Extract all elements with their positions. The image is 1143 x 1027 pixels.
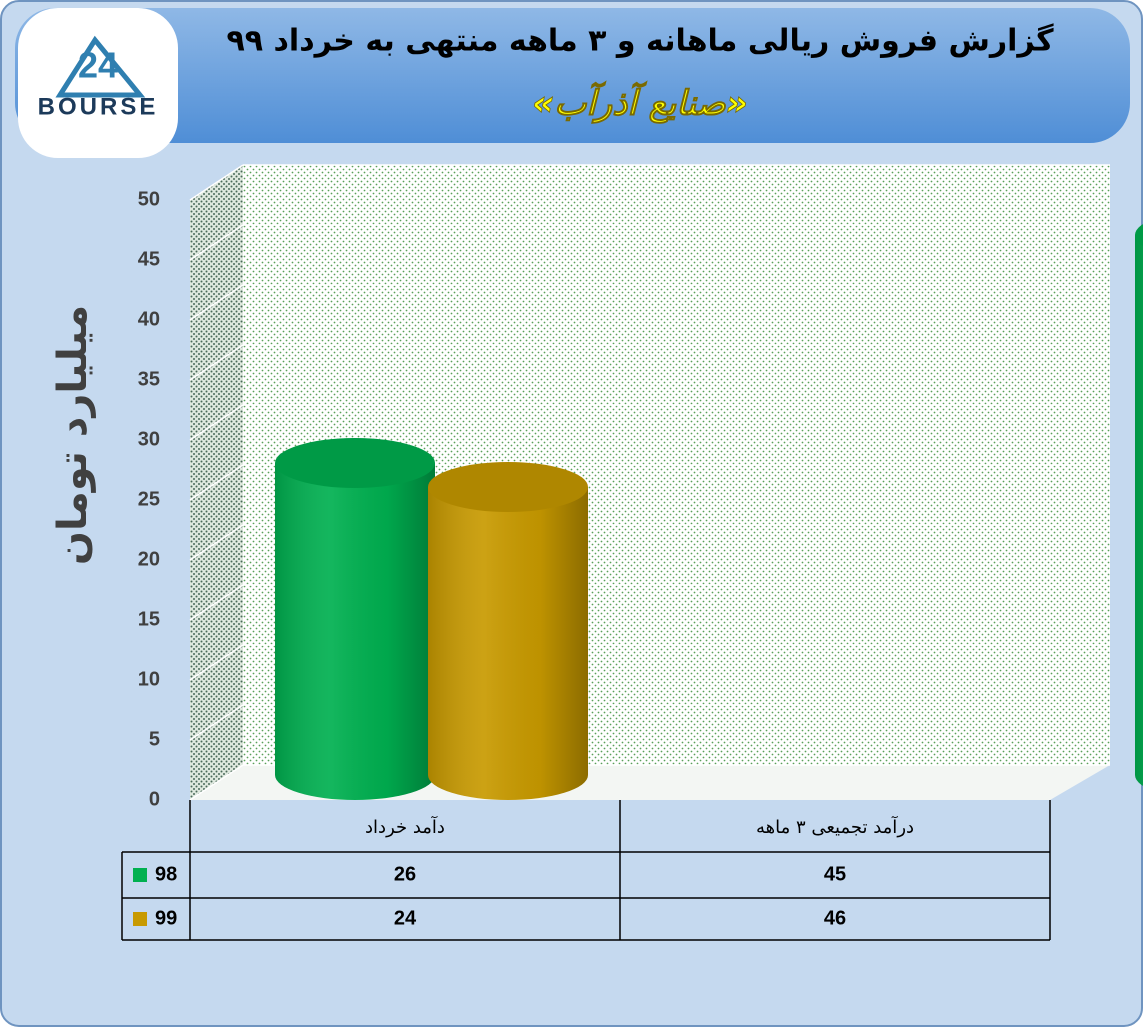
chart-subtitle: «صنایع آذرآب» bbox=[532, 81, 748, 124]
header-banner bbox=[15, 8, 1130, 143]
grid-line bbox=[189, 404, 244, 441]
grid-line bbox=[189, 164, 244, 201]
y-tick-label: 15 bbox=[138, 608, 160, 630]
bar-shade bbox=[428, 487, 588, 800]
legend-swatch bbox=[133, 912, 147, 926]
y-tick-label: 25 bbox=[138, 488, 160, 510]
table-value: 45 bbox=[824, 863, 846, 885]
chart-title: گزارش فروش ریالی ماهانه و ۳ ماهه منتهی ب… bbox=[226, 23, 1054, 59]
plot: 0 5 10 15 20 25 30 35 40 45 50 bbox=[138, 164, 1143, 810]
bar-shade bbox=[1135, 235, 1143, 786]
logo-name: BOURSE bbox=[38, 93, 159, 120]
grid-line bbox=[189, 344, 244, 381]
x-tick-label: دآمد خرداد bbox=[365, 815, 445, 838]
grid-line bbox=[189, 284, 244, 321]
y-tick-label: 20 bbox=[138, 548, 160, 570]
grid-line bbox=[189, 644, 244, 681]
y-axis-label: میلیارد تومان bbox=[50, 305, 96, 565]
logo-number: 24 bbox=[78, 45, 118, 86]
logo-shape bbox=[55, 35, 146, 98]
legend-swatch bbox=[133, 868, 147, 882]
grid-line bbox=[189, 764, 244, 801]
bar-top-shade bbox=[1135, 224, 1143, 246]
y-tick-label: 35 bbox=[138, 368, 160, 390]
x-tick-label: درآمد تجمیعی ۳ ماهه bbox=[756, 815, 914, 838]
bar-shade bbox=[275, 463, 435, 800]
data-table: دآمد خرداد 26 24 درآمد تجمیعی ۳ ماهه 45 46 98 9… bbox=[121, 800, 1051, 941]
grid-line bbox=[189, 704, 244, 741]
bar-top bbox=[428, 462, 588, 512]
logo-box bbox=[18, 8, 178, 158]
legend-label: 98 bbox=[155, 863, 177, 885]
table-value: 26 bbox=[394, 863, 416, 885]
bar-top-shade bbox=[428, 462, 588, 512]
table-value: 24 bbox=[394, 907, 417, 929]
legend-label: 99 bbox=[155, 907, 177, 929]
y-tick-label: 0 bbox=[149, 788, 160, 810]
bar-top-shade bbox=[275, 438, 435, 488]
y-tick-label: 5 bbox=[149, 728, 160, 750]
grid-line bbox=[189, 584, 244, 621]
table-value: 46 bbox=[824, 907, 846, 929]
y-tick-label: 30 bbox=[138, 428, 160, 450]
grid-line bbox=[189, 524, 244, 561]
grid-line bbox=[189, 464, 244, 501]
y-tick-label: 50 bbox=[138, 188, 160, 210]
grid-line bbox=[189, 224, 244, 261]
bar-top bbox=[275, 438, 435, 488]
y-tick-label: 45 bbox=[138, 248, 160, 270]
y-tick-label: 10 bbox=[138, 668, 160, 690]
y-tick-label: 40 bbox=[138, 308, 160, 330]
bar-top bbox=[1135, 224, 1143, 246]
